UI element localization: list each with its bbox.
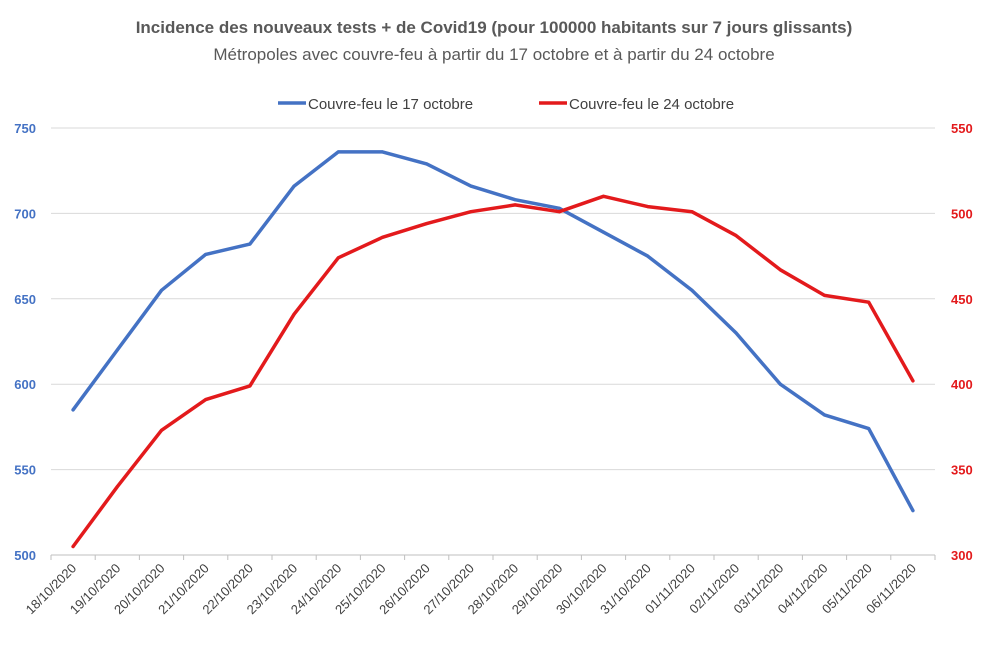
legend-label-red: Couvre-feu le 24 octobre bbox=[569, 96, 734, 113]
data-point bbox=[867, 427, 871, 431]
data-point bbox=[513, 198, 517, 202]
data-point bbox=[425, 222, 429, 226]
y-left-tick-label: 650 bbox=[14, 292, 36, 307]
data-point bbox=[381, 235, 384, 239]
data-point bbox=[823, 413, 826, 417]
chart-subtitle: Métropoles avec couvre-feu à partir du 1… bbox=[213, 45, 774, 64]
data-point bbox=[690, 288, 694, 292]
data-point bbox=[557, 206, 561, 210]
data-point bbox=[646, 254, 650, 258]
y-left-tick-label: 750 bbox=[14, 121, 36, 136]
data-point bbox=[160, 288, 163, 292]
y-right-tick-label: 350 bbox=[951, 463, 973, 478]
chart-title: Incidence des nouveaux tests + de Covid1… bbox=[136, 18, 853, 37]
data-point bbox=[513, 203, 517, 207]
data-point bbox=[425, 162, 429, 166]
data-point bbox=[778, 268, 782, 272]
data-point bbox=[336, 256, 340, 260]
y-right-tick-label: 500 bbox=[951, 206, 973, 221]
data-point bbox=[292, 184, 296, 188]
data-point bbox=[204, 252, 208, 256]
y-left-tick-label: 700 bbox=[14, 206, 36, 221]
data-point bbox=[71, 408, 75, 412]
data-point bbox=[292, 312, 296, 316]
data-point bbox=[778, 382, 782, 386]
data-point bbox=[469, 210, 473, 214]
data-point bbox=[734, 331, 738, 335]
data-point bbox=[867, 300, 871, 304]
y-right-tick-label: 550 bbox=[951, 121, 973, 136]
legend-label-blue: Couvre-feu le 17 octobre bbox=[308, 96, 473, 113]
data-point bbox=[823, 293, 826, 297]
y-left-tick-label: 550 bbox=[14, 463, 36, 478]
data-point bbox=[646, 205, 650, 209]
data-point bbox=[204, 398, 208, 402]
y-axis-left: 500 550 600 650 700 750 bbox=[14, 121, 36, 563]
data-point bbox=[557, 210, 561, 214]
y-right-tick-label: 450 bbox=[951, 292, 973, 307]
series-line-blue bbox=[71, 150, 915, 513]
data-point bbox=[911, 509, 915, 513]
y-left-tick-label: 500 bbox=[14, 548, 36, 563]
data-point bbox=[690, 210, 694, 214]
y-axis-right: 300 350 400 450 500 550 bbox=[951, 121, 973, 563]
data-point bbox=[602, 194, 605, 198]
data-point bbox=[336, 150, 340, 154]
data-point bbox=[248, 384, 252, 388]
series-line-red bbox=[71, 194, 915, 549]
x-axis: 18/10/202019/10/202020/10/202021/10/2020… bbox=[23, 555, 936, 617]
data-point bbox=[911, 379, 915, 383]
y-right-tick-label: 400 bbox=[951, 377, 973, 392]
data-point bbox=[469, 184, 473, 188]
legend: Couvre-feu le 17 octobre Couvre-feu le 2… bbox=[278, 96, 734, 113]
data-point bbox=[381, 150, 384, 154]
data-point bbox=[115, 485, 119, 489]
y-left-tick-label: 600 bbox=[14, 377, 36, 392]
data-point bbox=[602, 230, 605, 234]
series-lines bbox=[71, 150, 915, 549]
data-point bbox=[115, 348, 119, 352]
data-point bbox=[734, 234, 738, 238]
data-point bbox=[160, 428, 163, 432]
y-right-tick-label: 300 bbox=[951, 548, 973, 563]
data-point bbox=[248, 242, 252, 246]
data-point bbox=[71, 544, 75, 548]
